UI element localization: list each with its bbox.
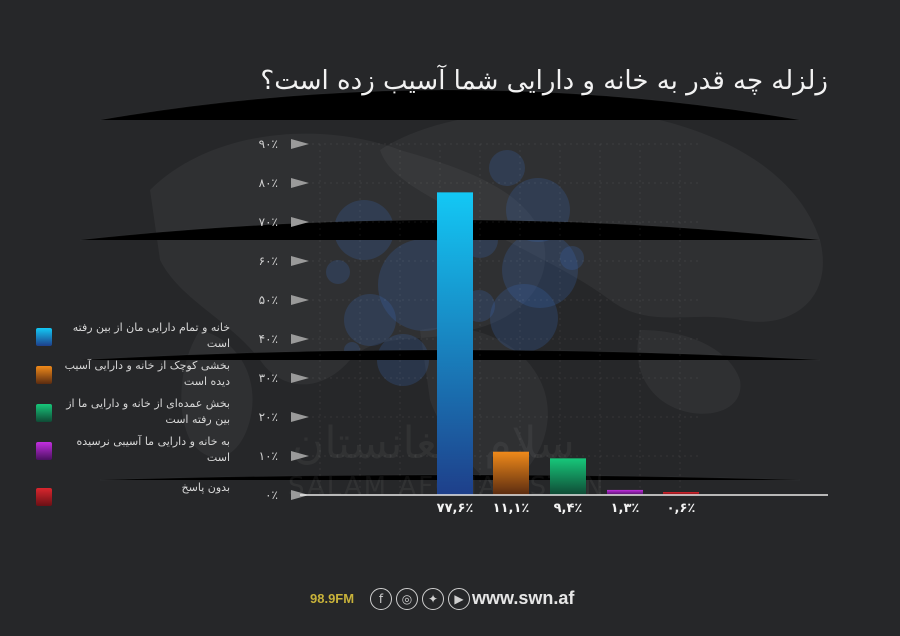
tick-arrow-marker xyxy=(291,334,309,344)
bar-value-label: ۱,۳٪ xyxy=(611,501,640,516)
y-tick-label: ۷۰٪ xyxy=(259,215,278,229)
y-tick-label: ۳۰٪ xyxy=(259,371,278,385)
website-link[interactable]: www.swn.af xyxy=(472,588,575,608)
y-tick-label: ۶۰٪ xyxy=(259,254,278,268)
bar xyxy=(493,451,529,495)
tick-arrow-marker xyxy=(291,373,309,383)
tick-arrow-marker xyxy=(291,217,309,227)
twitter-icon[interactable]: ✦ xyxy=(422,588,444,610)
legend-label: بخشی کوچک از خانه و دارایی آسیب دیده است xyxy=(64,359,230,388)
y-tick-label: ۹۰٪ xyxy=(259,137,278,151)
bar xyxy=(437,192,473,496)
tick-arrow-marker xyxy=(291,139,309,149)
bar-value-label: ۷۷,۶٪ xyxy=(437,501,474,516)
y-tick-label: ۸۰٪ xyxy=(259,176,278,190)
bar xyxy=(663,492,699,495)
bar-value-label: ۰,۶٪ xyxy=(667,501,696,516)
legend-label: بدون پاسخ xyxy=(181,481,230,494)
y-tick-label: ۲۰٪ xyxy=(259,410,278,424)
radio-frequency: 98.9FM xyxy=(310,591,355,606)
tick-arrow-marker xyxy=(291,178,309,188)
y-tick-label: ۱۰٪ xyxy=(259,449,278,463)
y-tick-label: ۴۰٪ xyxy=(259,332,278,346)
tick-arrow-marker xyxy=(291,412,309,422)
legend-swatch xyxy=(36,328,52,346)
legend-label: به خانه و دارایی ما آسیبی نرسیده است xyxy=(76,435,230,464)
legend-label: خانه و تمام دارایی مان از بین رفته است xyxy=(72,321,230,350)
legend-swatch xyxy=(36,442,52,460)
bar-value-label: ۱۱,۱٪ xyxy=(493,501,530,516)
chart-title: زلزله چه قدر به خانه و دارایی شما آسیب ز… xyxy=(260,66,828,96)
y-tick-label: ۰٪ xyxy=(265,488,278,502)
legend-swatch xyxy=(36,488,52,506)
legend-swatch xyxy=(36,404,52,422)
facebook-icon[interactable]: f xyxy=(370,588,392,610)
tick-arrow-marker xyxy=(291,451,309,461)
legend-label: بخش عمده‌ای از خانه و دارایی ما از بین ر… xyxy=(66,397,230,426)
legend-swatch xyxy=(36,366,52,384)
instagram-icon[interactable]: ◎ xyxy=(396,588,418,610)
bar xyxy=(607,489,643,495)
tick-arrow-marker xyxy=(291,295,309,305)
youtube-icon[interactable]: ▶ xyxy=(448,588,470,610)
y-tick-label: ۵۰٪ xyxy=(259,293,278,307)
bar xyxy=(550,458,586,495)
bar-value-label: ۹,۴٪ xyxy=(554,501,583,516)
tick-arrow-marker xyxy=(291,256,309,266)
